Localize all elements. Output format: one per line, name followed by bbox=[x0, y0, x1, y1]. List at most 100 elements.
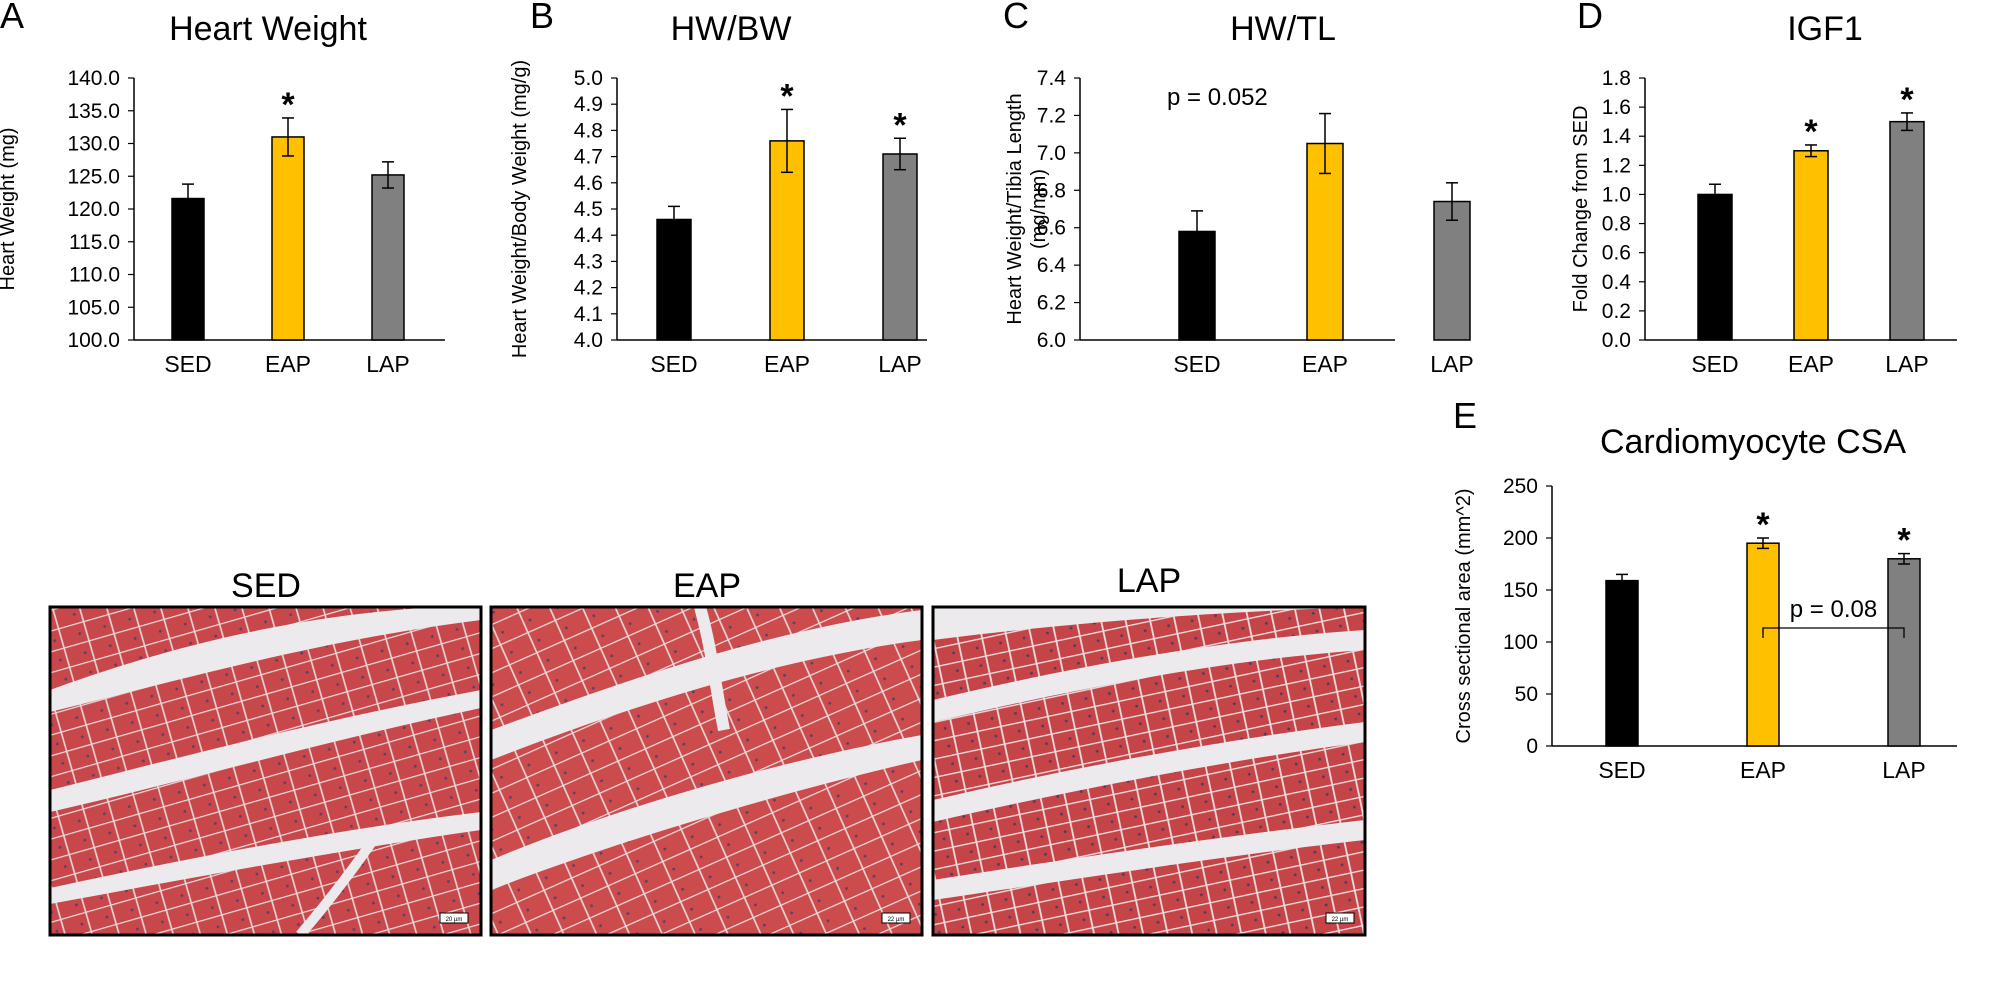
y-tick-label-c: 6.8 bbox=[1037, 179, 1066, 202]
x-tick-label-c-sed: SED bbox=[1173, 351, 1220, 377]
significance-marker-e-lap: * bbox=[1897, 522, 1911, 560]
y-tick-label-e: 200 bbox=[1503, 527, 1538, 550]
error-bar-e-eap bbox=[1757, 537, 1769, 550]
y-tick-label-b: 5.0 bbox=[574, 67, 603, 90]
error-bar-a-sed bbox=[182, 183, 194, 214]
y-tick-label-b: 4.8 bbox=[574, 119, 603, 142]
bar-b-eap bbox=[769, 140, 805, 341]
significance-marker-b-lap: * bbox=[893, 106, 907, 144]
x-tick-label-b-sed: SED bbox=[650, 351, 697, 377]
error-bar-e-lap bbox=[1898, 552, 1910, 565]
significance-marker-d-eap: * bbox=[1804, 113, 1818, 151]
p-value-annotation-c: p = 0.052 bbox=[1167, 84, 1268, 111]
y-tick-label-c: 6.4 bbox=[1037, 254, 1067, 277]
y-tick-label-d: 1.4 bbox=[1602, 125, 1632, 148]
chart-title-e: Cardiomyocyte CSA bbox=[1600, 423, 1906, 461]
x-tick-label-d-lap: LAP bbox=[1885, 351, 1928, 377]
y-tick-label-b: 4.9 bbox=[574, 93, 603, 116]
y-tick-label-a: 115.0 bbox=[69, 231, 120, 254]
y-tick-label-d: 0.6 bbox=[1602, 242, 1631, 265]
bar-e-lap bbox=[1887, 558, 1921, 747]
panel-letter-c: C bbox=[1003, 0, 1029, 36]
y-axis-label-d: Fold Change from SED bbox=[1570, 106, 1592, 313]
y-tick-label-c: 6.0 bbox=[1037, 329, 1066, 352]
error-bar-b-lap bbox=[894, 137, 906, 171]
y-tick-label-d: 0.4 bbox=[1602, 271, 1632, 294]
y-tick-label-a: 100.0 bbox=[67, 329, 120, 352]
chart-title-b: HW/BW bbox=[671, 10, 792, 48]
y-axis-label-c: Heart Weight/Tibia Length (mg/mm) bbox=[1004, 93, 1050, 324]
comparison-bracket-e bbox=[1762, 627, 1905, 638]
y-tick-label-e: 0 bbox=[1526, 735, 1538, 758]
y-tick-label-d: 1.6 bbox=[1602, 96, 1631, 119]
micrograph-lap bbox=[933, 607, 1365, 935]
x-tick-label-c-eap: EAP bbox=[1302, 351, 1348, 377]
bar-e-eap bbox=[1746, 542, 1780, 747]
micrograph-frame-sed bbox=[48, 605, 483, 937]
x-tick-label-a-sed: SED bbox=[164, 351, 211, 377]
p-value-annotation-e: p = 0.08 bbox=[1790, 596, 1877, 623]
chart-title-c: HW/TL bbox=[1230, 10, 1336, 48]
y-tick-label-d: 0.2 bbox=[1602, 300, 1631, 323]
y-tick-label-b: 4.3 bbox=[574, 250, 603, 273]
y-tick-label-b: 4.0 bbox=[574, 329, 603, 352]
y-tick-label-b: 4.1 bbox=[574, 303, 603, 326]
histology-section: SED EAP LAP 20 µm 22 µm bbox=[48, 562, 1367, 937]
y-tick-label-d: 1.0 bbox=[1602, 183, 1631, 206]
y-tick-label-a: 130.0 bbox=[67, 133, 120, 156]
error-bar-d-eap bbox=[1805, 144, 1817, 158]
y-tick-label-a: 125.0 bbox=[67, 165, 120, 188]
x-tick-label-d-eap: EAP bbox=[1788, 351, 1834, 377]
chart-a: A Heart Weight Heart Weight (mg) 100.0 105.0… bbox=[0, 0, 445, 377]
y-tick-label-b: 4.5 bbox=[574, 198, 603, 221]
error-bar-c-eap bbox=[1319, 112, 1331, 175]
y-axis-label-a: Heart Weight (mg) bbox=[0, 127, 19, 290]
y-tick-label-d: 1.2 bbox=[1602, 154, 1631, 177]
y-tick-label-c: 7.4 bbox=[1037, 67, 1067, 90]
micrograph-frame-eap bbox=[489, 605, 924, 937]
y-axis-label-e: Cross sectional area (mm^2) bbox=[1453, 488, 1475, 743]
chart-title-d: IGF1 bbox=[1787, 10, 1863, 48]
error-bar-c-sed bbox=[1191, 210, 1203, 253]
x-tick-label-b-lap: LAP bbox=[878, 351, 921, 377]
y-tick-label-e: 250 bbox=[1503, 475, 1538, 498]
x-tick-label-e-eap: EAP bbox=[1740, 757, 1786, 783]
x-tick-label-e-lap: LAP bbox=[1882, 757, 1925, 783]
error-bar-b-sed bbox=[668, 205, 680, 234]
y-tick-label-c: 7.0 bbox=[1037, 142, 1066, 165]
significance-marker-d-lap: * bbox=[1900, 81, 1914, 119]
micrograph-label-sed: SED bbox=[231, 567, 301, 605]
y-tick-label-e: 100 bbox=[1503, 631, 1538, 654]
significance-marker-a-eap: * bbox=[281, 86, 295, 124]
micrograph-sed bbox=[50, 607, 481, 935]
scale-bar-lap: 22 µm bbox=[1332, 917, 1349, 923]
y-tick-label-d: 0.0 bbox=[1602, 329, 1631, 352]
scale-bar-eap: 22 µm bbox=[888, 917, 905, 923]
bar-c-lap bbox=[1433, 200, 1471, 341]
y-tick-label-a: 120.0 bbox=[67, 198, 120, 221]
y-tick-label-c: 7.2 bbox=[1037, 104, 1066, 127]
bar-d-lap bbox=[1889, 120, 1925, 341]
y-tick-label-e: 50 bbox=[1515, 683, 1538, 706]
bar-d-eap bbox=[1793, 150, 1829, 341]
y-tick-label-a: 140.0 bbox=[67, 67, 120, 90]
scale-bar-sed: 20 µm bbox=[446, 917, 463, 923]
significance-marker-e-eap: * bbox=[1756, 506, 1770, 544]
y-tick-label-e: 150 bbox=[1503, 579, 1538, 602]
chart-b: B HW/BW Heart Weight/Body Weight (mg/g) 4.0… bbox=[509, 0, 927, 377]
panel-letter-e: E bbox=[1453, 395, 1477, 436]
y-axis-label-b: Heart Weight/Body Weight (mg/g) bbox=[509, 60, 531, 358]
bar-c-eap bbox=[1306, 142, 1344, 341]
bar-b-lap bbox=[882, 153, 918, 341]
bar-a-lap bbox=[371, 174, 405, 341]
chart-e: E Cardiomyocyte CSA Cross sectional area (… bbox=[1453, 395, 1957, 783]
y-tick-label-a: 110.0 bbox=[69, 264, 120, 287]
y-tick-label-b: 4.6 bbox=[574, 172, 603, 195]
y-tick-label-a: 105.0 bbox=[67, 296, 120, 319]
chart-d: D IGF1 Fold Change from SED 0.0 0.2 0.4 0.6 0.8… bbox=[1570, 0, 1957, 377]
x-tick-label-b-eap: EAP bbox=[764, 351, 810, 377]
x-tick-label-a-lap: LAP bbox=[366, 351, 409, 377]
bar-a-eap bbox=[271, 136, 305, 341]
